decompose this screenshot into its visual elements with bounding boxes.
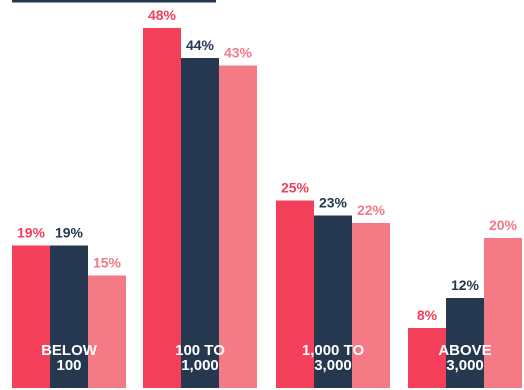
value-label-s3-c2: 43% (224, 45, 253, 61)
value-label-s1-c4: 8% (417, 307, 438, 323)
category-label-c4-line1: ABOVE (438, 342, 491, 359)
bar-s1-c2 (143, 28, 181, 388)
category-label-c4-line2: 3,000 (446, 357, 484, 374)
value-label-s1-c1: 19% (17, 225, 46, 241)
value-label-s1-c3: 25% (281, 180, 310, 196)
value-label-s1-c2: 48% (148, 7, 177, 23)
bar-s3-c2 (219, 65, 257, 388)
category-label-c2-line1: 100 TO (175, 342, 225, 359)
bar-s2-c1 (50, 245, 88, 388)
category-label-c3-line1: 1,000 TO (302, 342, 365, 359)
value-label-s2-c4: 12% (451, 277, 480, 293)
value-label-s3-c4: 20% (489, 217, 518, 233)
category-label-c1-line2: 100 (56, 357, 81, 374)
bar-s2-c3 (314, 215, 352, 388)
bar-s1-c4 (408, 328, 446, 388)
category-label-c3-line2: 3,000 (314, 357, 352, 374)
value-label-s2-c3: 23% (319, 195, 348, 211)
bar-s2-c2 (181, 58, 219, 388)
bar-s3-c1 (88, 275, 126, 388)
bar-s3-c4 (484, 238, 522, 388)
bar-s1-c3 (276, 200, 314, 388)
bars-layer (12, 28, 522, 388)
category-label-c1-line1: BELOW (41, 342, 98, 359)
value-label-s2-c1: 19% (55, 225, 84, 241)
value-labels-layer: 19% 48% 25% 8% 19% 44% 23% 12% 15% 43% 22% 20% (17, 7, 518, 323)
bar-s2-c4 (446, 298, 484, 388)
bar-s3-c3 (352, 223, 390, 388)
bar-s1-c1 (12, 245, 50, 388)
category-label-c2-line2: 1,000 (181, 357, 219, 374)
value-label-s2-c2: 44% (186, 37, 215, 53)
value-label-s3-c3: 22% (357, 202, 386, 218)
value-label-s3-c1: 15% (93, 255, 122, 271)
